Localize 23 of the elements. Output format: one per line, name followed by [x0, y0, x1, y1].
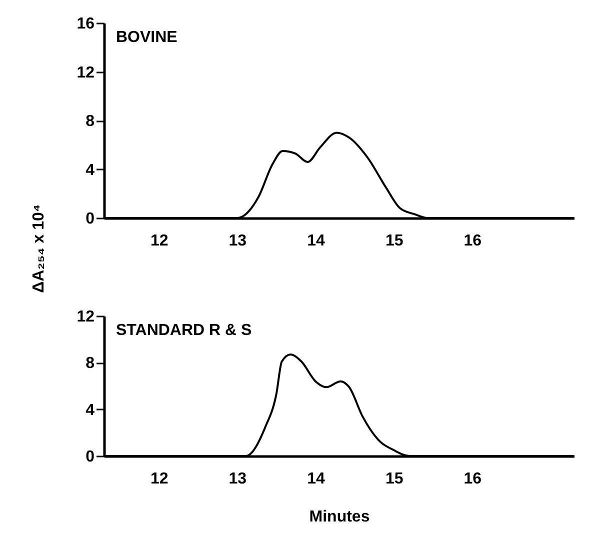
chart-title: BOVINE — [116, 29, 178, 46]
y-tick-label: 12 — [76, 308, 95, 326]
y-axis-title: ΔA₂₅₄ x 10⁴ — [30, 204, 48, 293]
x-tick-label: 14 — [307, 232, 325, 250]
y-tick-label: 4 — [86, 402, 95, 419]
x-tick-label: 16 — [464, 470, 482, 488]
y-tick-label: 12 — [76, 64, 95, 82]
chart-title: STANDARD R & S — [116, 322, 252, 339]
y-tick-label: 8 — [86, 113, 95, 130]
x-tick-label: 16 — [464, 232, 482, 250]
x-tick-label: 13 — [228, 232, 247, 250]
x-tick-label: 14 — [307, 470, 325, 488]
y-tick-label: 16 — [76, 16, 95, 32]
y-tick-label: 4 — [86, 162, 95, 179]
x-tick-label: 12 — [150, 470, 168, 488]
x-axis-title: Minutes — [309, 508, 370, 526]
x-tick-label: 15 — [385, 470, 404, 488]
y-tick-label: 0 — [86, 448, 95, 466]
x-tick-label: 12 — [150, 232, 168, 250]
y-tick-label: 8 — [86, 355, 95, 372]
y-tick-label: 0 — [86, 210, 95, 228]
x-tick-label: 15 — [385, 232, 404, 250]
x-tick-label: 13 — [228, 470, 247, 488]
